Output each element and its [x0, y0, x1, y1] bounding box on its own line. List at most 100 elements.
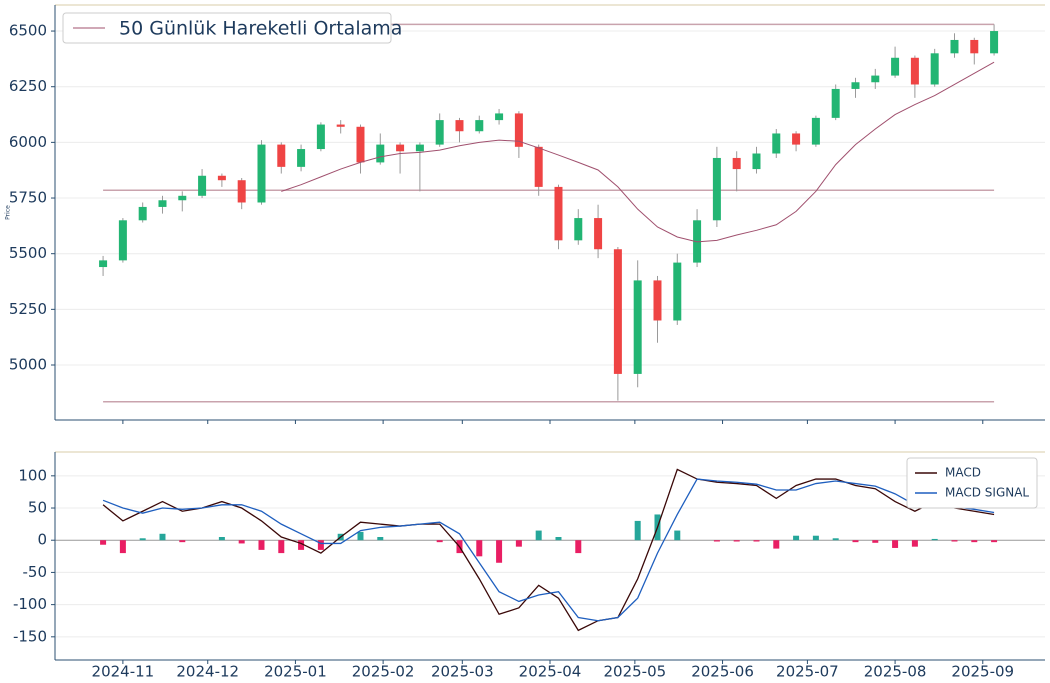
y-axis-label: Price: [5, 205, 12, 220]
candle-body: [435, 120, 444, 145]
y-tick-label: 50: [28, 499, 47, 517]
candle-body: [415, 144, 424, 152]
y-tick-label: 6500: [9, 22, 47, 40]
y-tick-label: 5250: [9, 300, 47, 318]
histogram-bar: [238, 540, 245, 544]
histogram-bar: [139, 538, 146, 541]
legend-label: MACD: [945, 466, 981, 480]
candle-body: [237, 180, 246, 203]
histogram-bar: [377, 537, 384, 541]
legend-box: [906, 457, 1038, 509]
candle-body: [217, 175, 226, 181]
candle-body: [772, 133, 781, 154]
candle-body: [574, 218, 583, 241]
candle-body: [455, 120, 464, 132]
histogram-bar: [991, 540, 998, 543]
candle-body: [950, 39, 959, 54]
x-tick-label: 2025-08: [864, 663, 927, 681]
candle-body: [653, 280, 662, 321]
x-tick-label: 2025-06: [691, 663, 754, 681]
y-tick-label: 0: [37, 531, 47, 549]
candle-body: [594, 218, 603, 250]
legend-box: [62, 12, 392, 44]
histogram-bar: [515, 540, 522, 547]
candle-body: [930, 53, 939, 85]
candle-body: [712, 157, 721, 221]
legend-label: MACD SIGNAL: [945, 486, 1029, 500]
histogram-bar: [555, 537, 562, 541]
histogram-bar: [159, 533, 166, 541]
candle-body: [297, 149, 306, 167]
y-tick-label: 100: [18, 466, 47, 484]
candle-body: [752, 153, 761, 170]
histogram-bar: [892, 540, 899, 548]
candle-body: [633, 280, 642, 374]
histogram-bar: [119, 540, 126, 554]
histogram-bar: [773, 540, 780, 549]
candle-body: [831, 88, 840, 118]
histogram-bar: [852, 540, 859, 543]
series-line: [102, 468, 995, 632]
histogram-bar: [258, 540, 265, 550]
candle-body: [673, 262, 682, 321]
candle-body: [514, 113, 523, 147]
candle-body: [138, 206, 147, 221]
candle-body: [613, 249, 622, 374]
candle-body: [277, 144, 286, 167]
y-tick-label: 5750: [9, 189, 47, 207]
histogram-bar: [793, 535, 800, 541]
candle-body: [871, 75, 880, 83]
x-tick-label: 2025-07: [776, 663, 839, 681]
histogram-bar: [278, 540, 285, 554]
x-tick-label: 2024-12: [176, 663, 239, 681]
candle-body: [198, 175, 207, 196]
x-tick-label: 2025-04: [519, 663, 582, 681]
candle-body: [495, 113, 504, 121]
candle-body: [99, 260, 108, 268]
histogram-bar: [951, 540, 958, 542]
x-tick-label: 2025-03: [431, 663, 494, 681]
candle-body: [158, 200, 167, 207]
y-tick-label: 6250: [9, 77, 47, 95]
histogram-bar: [317, 540, 324, 550]
histogram-bar: [357, 531, 364, 541]
histogram-bar: [476, 540, 483, 557]
candle-body: [554, 186, 563, 241]
histogram-bar: [496, 540, 503, 563]
histogram-bar: [298, 540, 305, 550]
histogram-bar: [931, 538, 938, 541]
histogram-bar: [832, 538, 839, 541]
candle-body: [396, 144, 405, 152]
candle-body: [475, 120, 484, 132]
y-tick-label: 5500: [9, 244, 47, 262]
histogram-bar: [911, 540, 918, 547]
candle-body: [811, 117, 820, 145]
candle-body: [990, 31, 999, 54]
x-tick-label: 2025-09: [951, 663, 1014, 681]
y-tick-label: 5000: [9, 356, 47, 374]
candle-body: [534, 146, 543, 187]
histogram-bar: [100, 540, 107, 545]
y-tick-label: -50: [23, 563, 48, 581]
candle-body: [257, 144, 266, 203]
histogram-bar: [436, 540, 443, 543]
y-tick-label: -100: [13, 595, 47, 613]
series-line: [102, 478, 995, 622]
ma-line: [281, 61, 995, 243]
histogram-bar: [733, 540, 740, 542]
x-tick-label: 2024-11: [92, 663, 155, 681]
candle-body: [970, 39, 979, 54]
candle-body: [178, 195, 187, 201]
histogram-bar: [713, 540, 720, 542]
histogram-bar: [812, 535, 819, 541]
y-tick-label: 6000: [9, 133, 47, 151]
candle-body: [356, 126, 365, 163]
histogram-bar: [674, 530, 681, 541]
candle-body: [376, 144, 385, 163]
histogram-bar: [179, 540, 186, 543]
histogram-bar: [575, 540, 582, 554]
legend-label: 50 Günlük Hareketli Ortalama: [119, 18, 402, 40]
histogram-bar: [218, 537, 225, 541]
candle-body: [891, 57, 900, 76]
